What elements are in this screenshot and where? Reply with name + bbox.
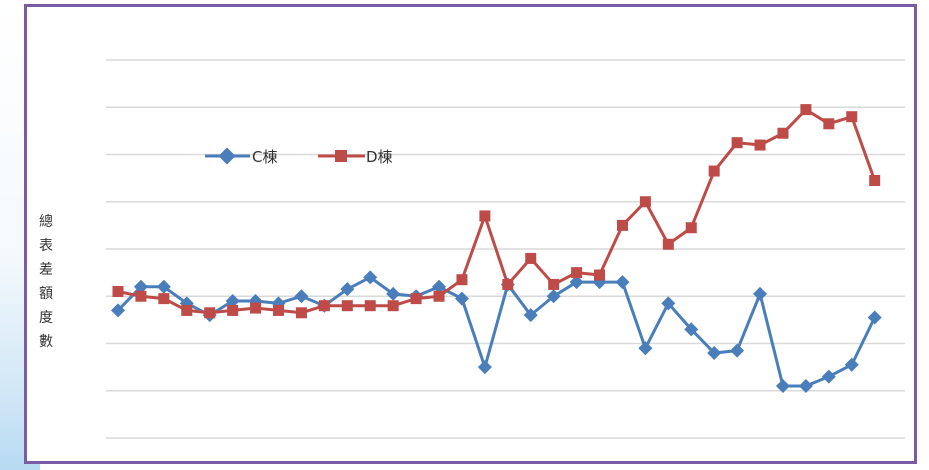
series-line-c bbox=[116, 275, 877, 388]
data-point-d bbox=[777, 127, 789, 139]
data-point-d bbox=[433, 290, 445, 302]
data-point-c bbox=[798, 379, 813, 394]
data-point-d bbox=[823, 118, 835, 130]
data-point-c bbox=[432, 279, 447, 294]
data-point-d bbox=[754, 139, 766, 151]
data-point-d bbox=[135, 290, 147, 302]
data-point-c bbox=[844, 357, 859, 372]
data-point-c bbox=[156, 279, 171, 294]
data-point-d bbox=[502, 278, 514, 290]
data-point-d bbox=[387, 300, 399, 312]
legend-label-c: C棟 bbox=[252, 148, 277, 166]
data-point-c bbox=[294, 289, 309, 304]
legend-marker-c bbox=[218, 147, 236, 165]
data-point-d bbox=[525, 252, 537, 264]
legend: C棟 D棟 bbox=[205, 147, 393, 166]
legend-label-d: D棟 bbox=[366, 148, 393, 166]
data-point-d bbox=[158, 293, 170, 305]
data-point-d bbox=[112, 286, 124, 298]
data-point-d bbox=[479, 210, 491, 222]
data-point-c bbox=[707, 345, 722, 360]
data-point-d bbox=[341, 300, 353, 312]
data-point-d bbox=[616, 219, 628, 231]
data-point-c bbox=[477, 360, 492, 375]
data-point-c bbox=[454, 291, 469, 306]
data-point-d bbox=[662, 238, 674, 250]
chart-frame bbox=[24, 4, 917, 464]
data-point-d bbox=[410, 293, 422, 305]
data-point-c bbox=[111, 303, 125, 318]
data-point-d bbox=[571, 267, 583, 279]
data-point-d bbox=[594, 269, 606, 281]
data-point-d bbox=[364, 300, 376, 312]
data-point-c bbox=[546, 289, 561, 304]
data-point-c bbox=[638, 341, 653, 356]
data-point-c bbox=[363, 270, 378, 285]
data-point-d bbox=[250, 302, 262, 314]
data-point-d bbox=[639, 196, 651, 208]
data-point-c bbox=[730, 343, 745, 358]
data-point-c bbox=[775, 379, 790, 394]
data-point-c bbox=[753, 286, 768, 301]
data-point-d bbox=[800, 104, 812, 116]
data-point-c bbox=[225, 293, 240, 308]
data-point-c bbox=[821, 369, 836, 384]
legend-marker-d bbox=[335, 150, 347, 162]
data-point-c bbox=[340, 282, 355, 297]
data-point-d bbox=[227, 304, 239, 316]
data-point-d bbox=[273, 304, 285, 316]
data-point-d bbox=[318, 300, 330, 312]
data-point-d bbox=[295, 307, 307, 319]
data-point-d bbox=[731, 137, 743, 149]
data-point-c bbox=[386, 286, 401, 301]
data-point-d bbox=[181, 304, 193, 316]
y-axis-label: 總表差額度數 bbox=[39, 214, 53, 350]
data-point-d bbox=[846, 111, 858, 123]
data-point-c bbox=[684, 322, 699, 337]
data-point-d bbox=[869, 174, 881, 186]
series-layer bbox=[111, 104, 882, 394]
data-point-c bbox=[133, 279, 148, 294]
data-point-c bbox=[867, 310, 882, 325]
data-point-d bbox=[708, 165, 720, 177]
data-point-d bbox=[456, 274, 468, 286]
data-point-d bbox=[685, 222, 697, 234]
data-point-c bbox=[523, 308, 538, 323]
data-point-c bbox=[569, 275, 584, 290]
series-line-d bbox=[117, 108, 877, 315]
data-point-d bbox=[204, 307, 216, 319]
data-point-c bbox=[661, 296, 676, 311]
data-point-d bbox=[548, 278, 560, 290]
data-point-c bbox=[615, 275, 630, 290]
